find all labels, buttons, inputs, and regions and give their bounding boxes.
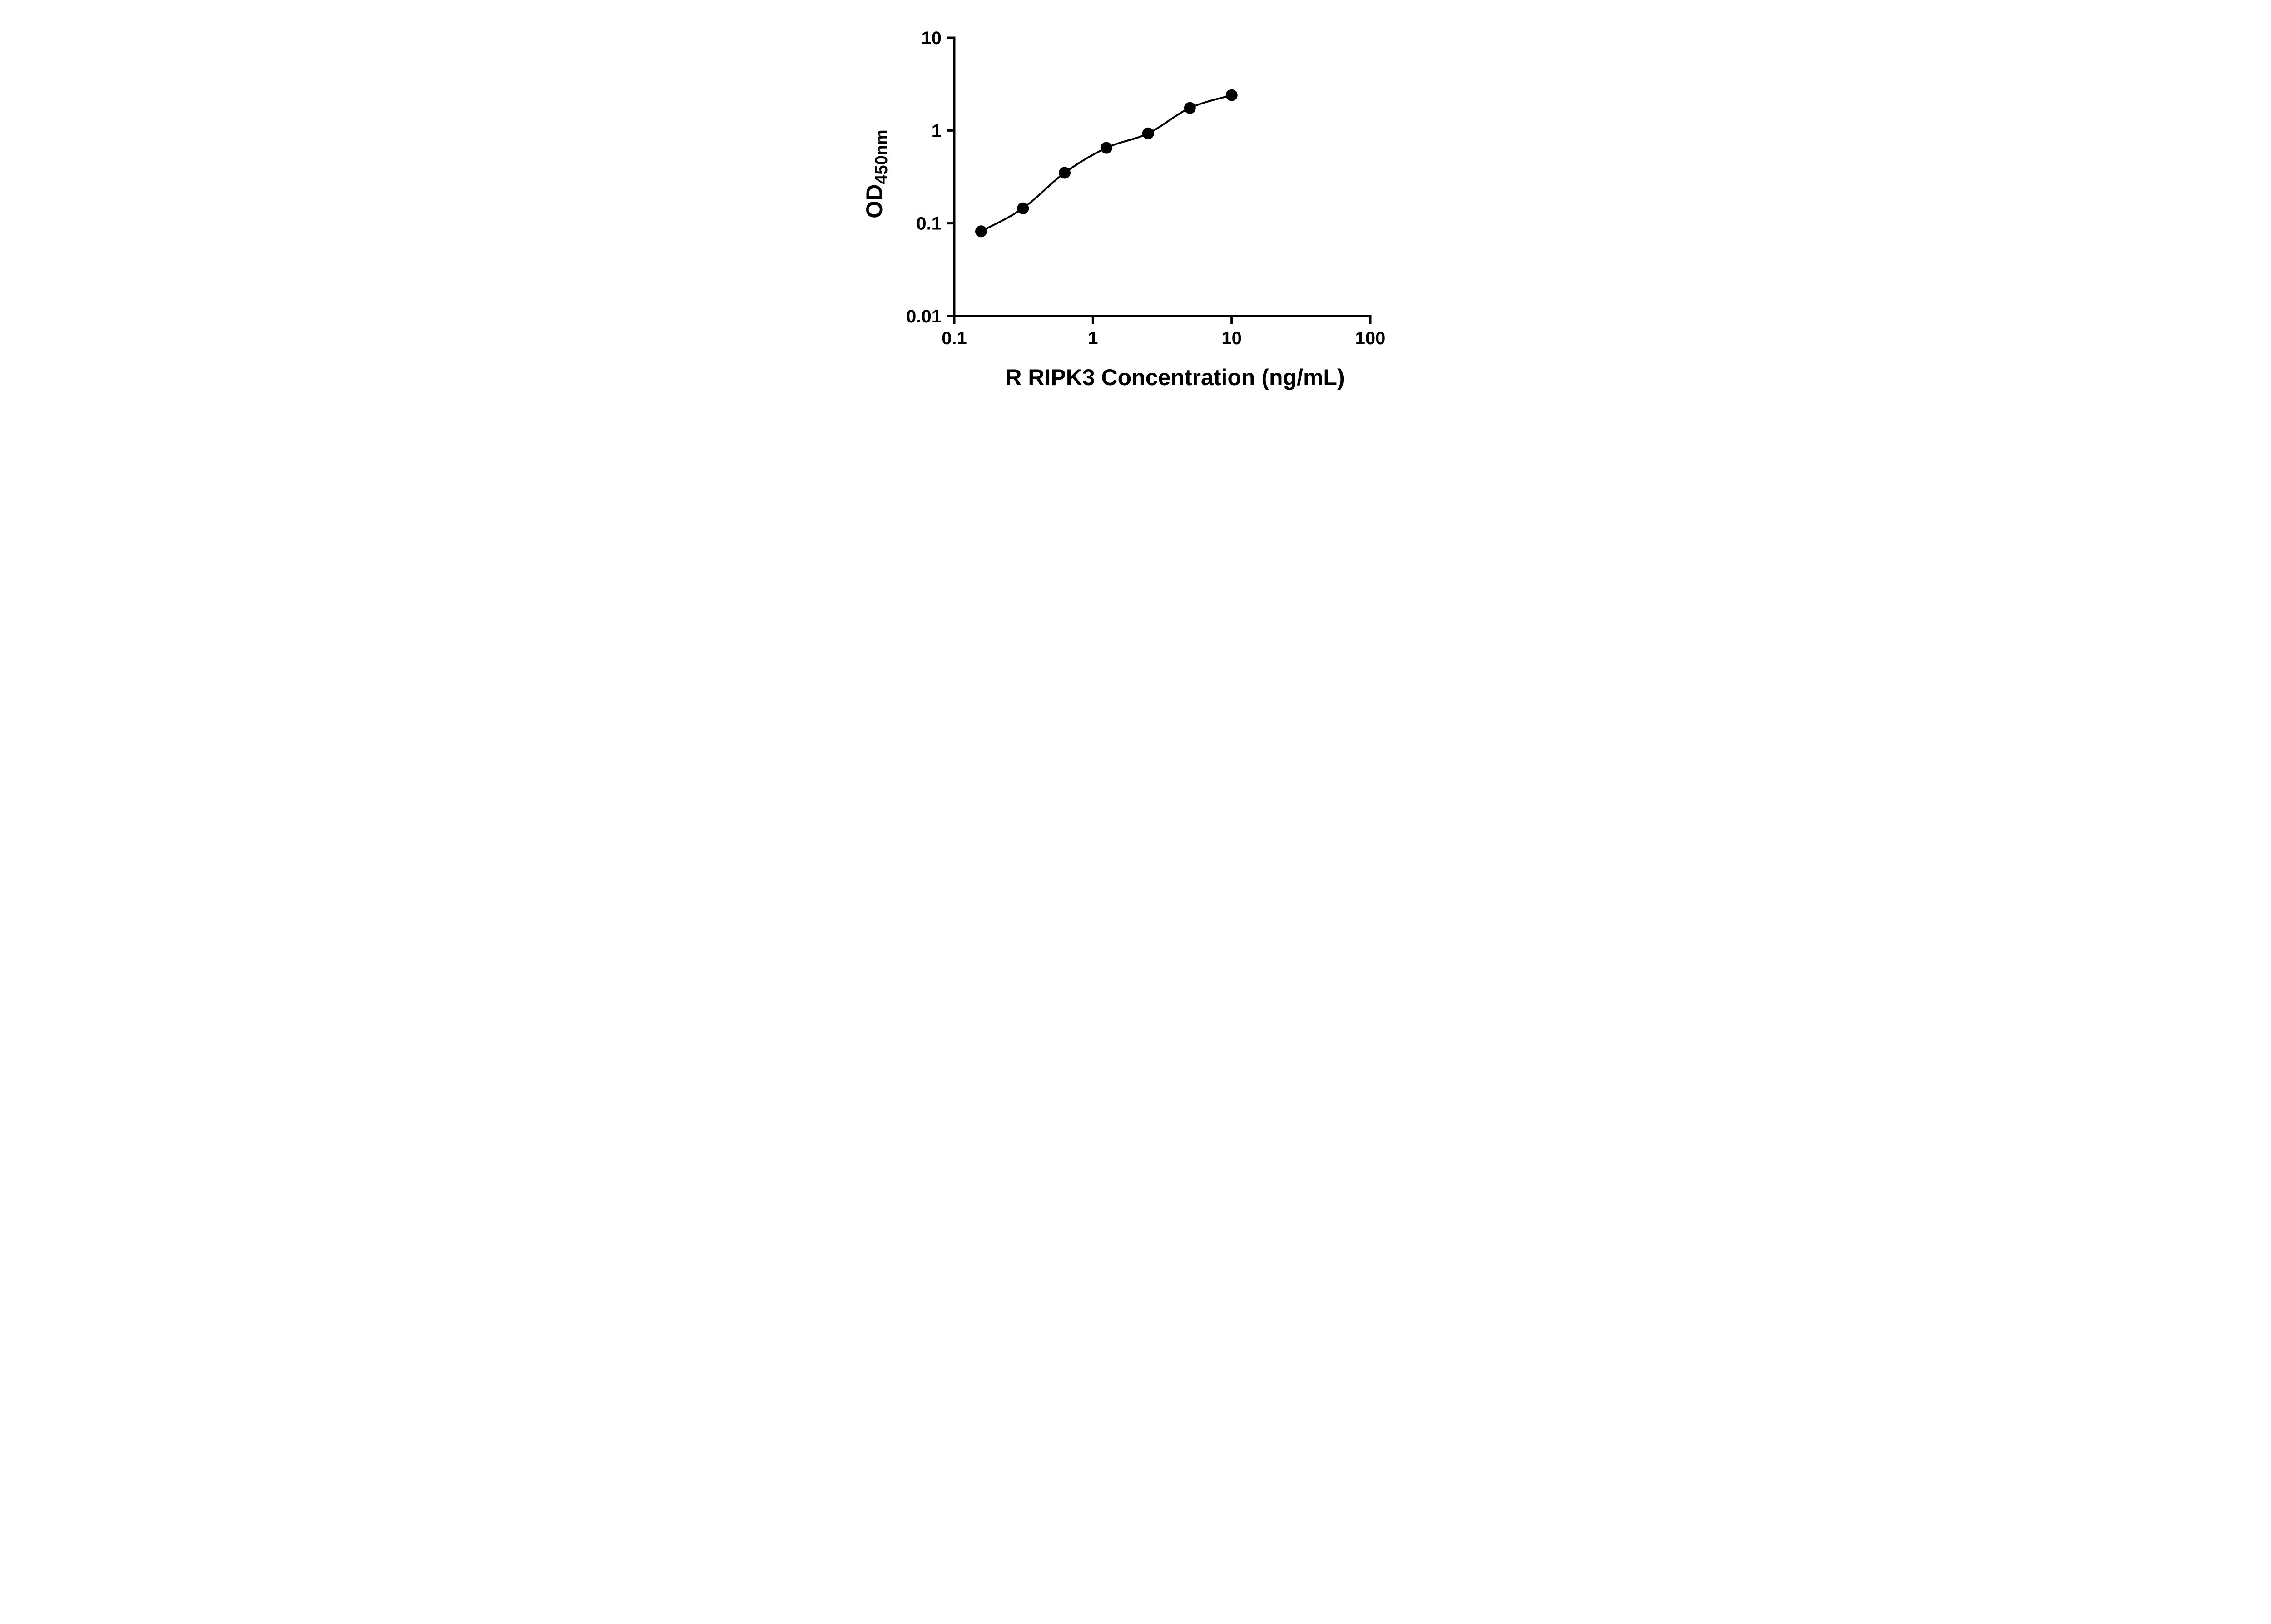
data-point: [1142, 127, 1154, 139]
y-axis-title: OD450nm: [862, 129, 891, 218]
chart-page: 0.1 1 10 100 0.01 0.1 1 10 R RIPK3 Concentratio…: [843, 0, 1428, 406]
x-axis-title: R RIPK3 Concentration (ng/mL): [1005, 365, 1344, 390]
ticks: [947, 36, 1372, 324]
axis-line: [953, 36, 1372, 317]
x-tick-label: 100: [1355, 328, 1386, 348]
data-point: [1100, 142, 1112, 154]
y-axis-title-main: OD: [862, 184, 887, 218]
data-points: [975, 89, 1238, 238]
y-axis-title-subscript: 450nm: [872, 129, 891, 184]
y-tick-label: 1: [932, 121, 942, 141]
x-tick-label: 1: [1088, 328, 1098, 348]
data-point: [1184, 102, 1196, 114]
data-point: [1225, 89, 1238, 101]
x-tick-label: 0.1: [942, 328, 967, 348]
y-tick-label: 10: [922, 28, 942, 48]
data-point: [1059, 167, 1071, 179]
axes: [953, 36, 1372, 317]
y-tick-label: 0.01: [906, 307, 942, 327]
data-point: [975, 225, 987, 238]
data-point: [1017, 202, 1029, 214]
x-tick-label: 10: [1221, 328, 1242, 348]
y-tick-label: 0.1: [916, 214, 942, 234]
